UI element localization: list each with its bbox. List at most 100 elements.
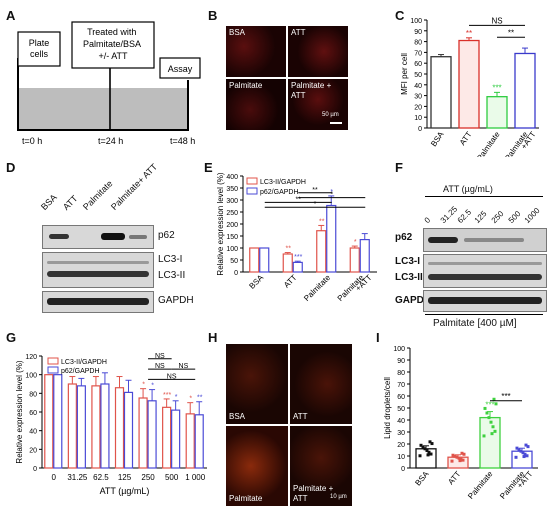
i-ytick-label: 10 <box>397 454 405 461</box>
h-scale-bar-label: 10 µm <box>330 494 347 500</box>
c-xtick-label: BSA <box>429 129 446 148</box>
c-ytick-label: 10 <box>414 115 422 122</box>
e-legend-swatch <box>246 187 258 195</box>
blot-f-lane-labels: 0 31.25 62.5 125 250 500 1000 <box>423 198 545 226</box>
i-point <box>483 406 487 410</box>
e-xtick-label: BSA <box>247 273 265 291</box>
blot-d-p62 <box>42 225 154 249</box>
e-legend-swatch <box>246 177 258 185</box>
i-point <box>493 429 497 433</box>
scale-bar <box>330 122 342 124</box>
c-xtick-label: Palmitate <box>475 130 502 157</box>
time-24: t=24 h <box>98 136 123 146</box>
h-micrograph-palmitate-att <box>290 426 352 506</box>
c-ytick-label: 80 <box>414 40 422 47</box>
panel-f-blot: ATT (µg/mL) 0 31.25 62.5 125 250 500 100… <box>395 172 550 332</box>
c-ytick-label: 60 <box>414 61 422 68</box>
i-ytick-label: 30 <box>397 430 405 437</box>
i-point <box>514 455 518 459</box>
panel-letter-h: H <box>208 330 218 345</box>
panel-letter-a: A <box>6 8 16 23</box>
micrograph-label-palmitate-att-2: ATT <box>291 91 306 100</box>
i-ytick-label: 0 <box>401 466 405 473</box>
i-ytick-label: 70 <box>397 382 405 389</box>
f-lane-1: 31.25 <box>438 204 460 225</box>
e-bar <box>349 247 360 273</box>
e-ytick-label: 250 <box>226 210 238 217</box>
micrograph-label-bsa: BSA <box>229 28 246 37</box>
lane-label-att: ATT <box>60 193 80 212</box>
g-bar <box>114 387 125 469</box>
lane-label-bsa: BSA <box>38 192 59 212</box>
panel-h-micrographs: BSA ATT Palmitate Palmitate + ATT 10 µm <box>226 344 352 506</box>
g-xtick-label: 500 <box>165 473 179 482</box>
g-xtick-label: 0 <box>52 473 57 482</box>
i-ytick-label: 50 <box>397 406 405 413</box>
panel-d-blot: BSA ATT Palmitate Palmitate+ ATT p62 LC3… <box>10 162 200 322</box>
g-comparison-label: NS <box>155 353 165 360</box>
f-band-label-gapdh: GAPDH <box>395 295 432 306</box>
g-comparison-label: NS <box>179 363 189 370</box>
f-lane-3: 125 <box>472 209 489 225</box>
g-bar <box>171 409 181 469</box>
g-bar <box>123 391 134 469</box>
i-point <box>419 443 423 447</box>
h-micrograph-bsa <box>226 344 288 424</box>
blot-f-gapdh <box>423 290 547 312</box>
micrograph-bsa <box>226 26 286 77</box>
g-xtick-label: 1 000 <box>185 473 206 482</box>
e-comparison-label: * <box>330 192 333 199</box>
panel-a-schematic: Plate cells Treated with Palmitate/BSA +/… <box>17 21 201 146</box>
g-legend-label: LC3-II/GAPDH <box>61 359 107 366</box>
c-significance: *** <box>492 83 501 92</box>
g-bar <box>138 397 148 469</box>
g-ytick-label: 80 <box>29 391 37 398</box>
scale-bar-label: 50 µm <box>322 112 339 118</box>
c-ytick-label: 0 <box>418 126 422 133</box>
e-ytick-label: 200 <box>226 222 238 229</box>
i-xtick-label: BSA <box>413 469 431 488</box>
g-significance: *** <box>163 392 171 399</box>
chart-c-mfi: 0 10 20 30 40 50 60 70 80 90 100 MFI per cell BSA ** A… <box>400 16 539 157</box>
e-significance: ** <box>319 218 325 225</box>
g-significance: * <box>175 394 178 401</box>
g-ytick-label: 100 <box>25 373 37 380</box>
e-bar <box>282 253 293 273</box>
i-point <box>428 440 432 444</box>
g-comparison-label: NS <box>167 373 177 380</box>
i-ytick-label: 90 <box>397 358 405 365</box>
f-band-label-lc3-i: LC3-I <box>395 256 420 267</box>
i-point <box>526 445 530 449</box>
i-point <box>421 445 425 449</box>
g-ytick-label: 120 <box>25 354 37 361</box>
g-legend-swatch <box>47 366 59 374</box>
c-comparison-label: ** <box>508 28 514 37</box>
h-micrograph-palmitate <box>226 426 288 506</box>
i-point <box>458 459 462 463</box>
g-ytick-label: 0 <box>33 466 37 473</box>
i-ytick-label: 40 <box>397 418 405 425</box>
i-comparison-label: *** <box>501 392 510 401</box>
i-point <box>515 446 519 450</box>
g-bar <box>162 406 172 469</box>
g-bar <box>194 414 204 469</box>
i-point <box>461 458 465 462</box>
g-significance: ** <box>197 395 203 402</box>
e-ytick-label: 400 <box>226 174 238 181</box>
micrograph-label-att: ATT <box>291 28 306 37</box>
e-ylabel: Relative expression level (%) <box>216 172 225 275</box>
e-ytick-label: 350 <box>226 186 238 193</box>
panel-letter-b: B <box>208 8 218 23</box>
e-ytick-label: 50 <box>230 258 238 265</box>
i-point <box>482 434 486 438</box>
c-ytick-label: 30 <box>414 94 422 101</box>
c-xtick-label: ATT <box>458 130 474 147</box>
i-point <box>462 452 466 456</box>
micrograph-label-palmitate-att-1: Palmitate + <box>291 81 332 90</box>
e-ytick-label: 100 <box>226 246 238 253</box>
i-point <box>494 402 498 406</box>
i-significance: *** <box>485 401 494 410</box>
e-ytick-label: 300 <box>226 198 238 205</box>
